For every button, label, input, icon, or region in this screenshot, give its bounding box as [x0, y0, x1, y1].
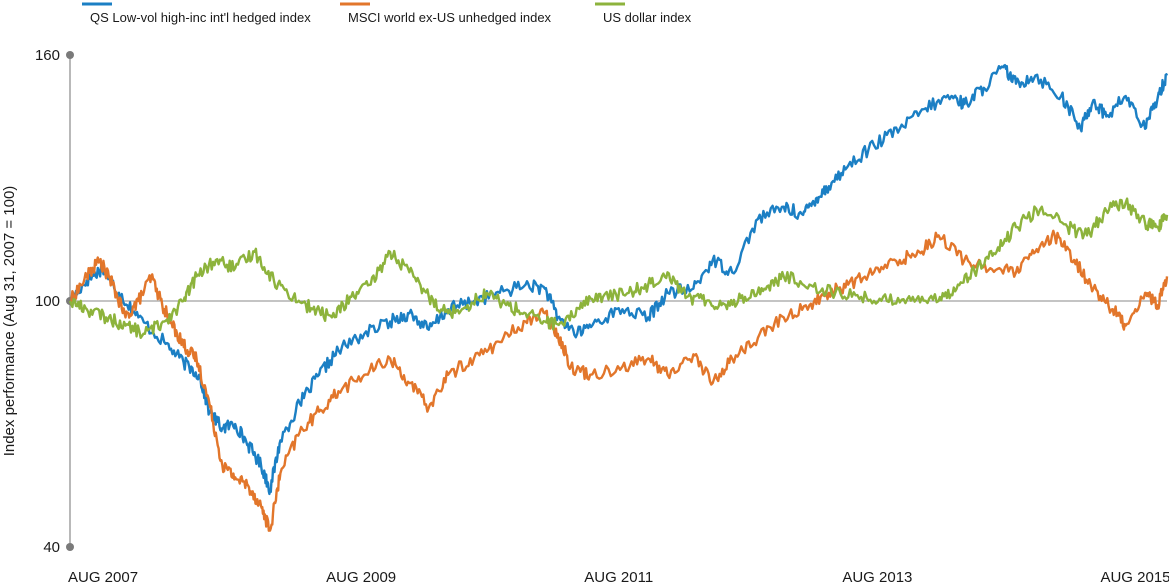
- series-line-3: [68, 197, 1169, 339]
- series-layer: [68, 64, 1169, 532]
- x-tick-label: AUG 2011: [584, 569, 653, 583]
- y-tick-dot: [66, 543, 74, 551]
- x-tick-label: AUG 2015: [1100, 569, 1169, 583]
- y-axis-ticks: 40 100 160: [35, 47, 74, 556]
- x-tick-label: AUG 2009: [326, 569, 396, 583]
- y-tick-dot: [66, 51, 74, 59]
- y-axis-title: Index performance (Aug 31, 2007 = 100): [1, 186, 18, 457]
- legend-label: MSCI world ex-US unhedged index: [348, 10, 552, 25]
- series-line-1: [68, 64, 1169, 496]
- y-tick-label: 100: [35, 293, 60, 310]
- legend-label: QS Low-vol high-inc int'l hedged index: [90, 10, 311, 25]
- x-tick-label: AUG 2007: [68, 569, 138, 583]
- y-tick-label: 40: [43, 539, 60, 556]
- x-axis-ticks: AUG 2007 AUG 2009 AUG 2011 AUG 2013 AUG 2015: [68, 569, 1169, 583]
- y-tick-label: 160: [35, 47, 60, 64]
- x-tick-label: AUG 2013: [842, 569, 912, 583]
- legend-label: US dollar index: [603, 10, 692, 25]
- chart-legend: QS Low-vol high-inc int'l hedged index MS…: [82, 2, 692, 25]
- series-line-2: [69, 229, 1169, 532]
